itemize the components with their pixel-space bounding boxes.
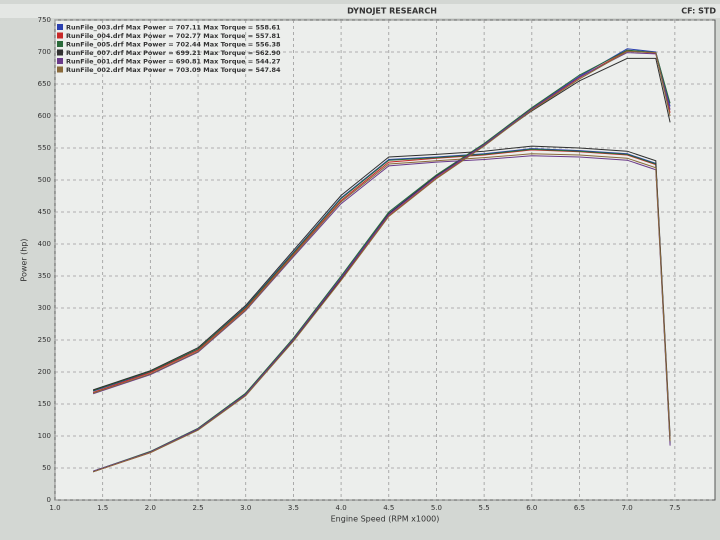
legend-swatch (57, 66, 63, 73)
y-tick-label: 0 (47, 496, 51, 504)
y-tick-label: 700 (38, 48, 51, 56)
x-tick-label: 6.5 (574, 504, 585, 512)
x-tick-label: 5.0 (431, 504, 442, 512)
y-tick-label: 500 (38, 176, 51, 184)
x-axis-label: Engine Speed (RPM x1000) (331, 515, 440, 524)
y-tick-label: 150 (38, 400, 51, 408)
y-tick-label: 650 (38, 80, 51, 88)
plot-area (54, 19, 716, 501)
x-tick-label: 2.5 (192, 504, 203, 512)
torque-line (92, 145, 671, 437)
torque-line (92, 149, 671, 440)
y-tick-label: 200 (38, 368, 51, 376)
x-tick-label: 1.0 (49, 504, 60, 512)
x-tick-label: 2.0 (145, 504, 156, 512)
x-tick-label: 7.5 (669, 504, 680, 512)
torque-line (92, 155, 671, 446)
y-tick-label: 350 (38, 272, 51, 280)
y-tick-label: 400 (38, 240, 51, 248)
legend-label: RunFile_001.drf Max Power = 690.81 Max T… (66, 58, 281, 66)
y-tick-label: 250 (38, 336, 51, 344)
power-line (92, 52, 671, 472)
y-tick-label: 550 (38, 144, 51, 152)
x-tick-label: 5.5 (479, 504, 490, 512)
y-axis-label: Power (hp) (20, 238, 29, 281)
x-tick-label: 7.0 (622, 504, 633, 512)
x-tick-label: 4.0 (336, 504, 347, 512)
x-tick-label: 3.0 (240, 504, 251, 512)
legend-label: RunFile_003.drf Max Power = 707.11 Max T… (66, 24, 281, 32)
legend-swatch (57, 58, 63, 64)
y-tick-label: 300 (38, 304, 51, 312)
legend-label: RunFile_007.drf Max Power = 699.21 Max T… (66, 49, 281, 57)
legend-label: RunFile_004.drf Max Power = 702.77 Max T… (66, 32, 281, 40)
legend-label: RunFile_005.drf Max Power = 702.44 Max T… (66, 41, 281, 49)
x-tick-label: 4.5 (383, 504, 394, 512)
y-tick-label: 750 (38, 16, 51, 24)
power-line (92, 49, 671, 472)
x-tick-label: 3.5 (288, 504, 299, 512)
title-bar (0, 4, 720, 18)
y-tick-label: 50 (42, 464, 51, 472)
legend-swatch (57, 49, 63, 56)
x-tick-label: 1.5 (97, 504, 108, 512)
y-tick-label: 450 (38, 208, 51, 216)
legend-label: RunFile_002.drf Max Power = 703.09 Max T… (66, 66, 281, 74)
legend-swatch (57, 24, 63, 30)
torque-line (92, 148, 671, 444)
legend-swatch (57, 32, 63, 39)
x-tick-label: 6.0 (526, 504, 537, 512)
power-line (92, 50, 671, 473)
y-tick-label: 100 (38, 432, 51, 440)
y-tick-label: 600 (38, 112, 51, 120)
torque-line (92, 153, 671, 442)
chart-title: DYNOJET RESEARCH (347, 7, 437, 16)
corner-note: CF: STD (681, 7, 716, 16)
legend-swatch (57, 41, 63, 47)
